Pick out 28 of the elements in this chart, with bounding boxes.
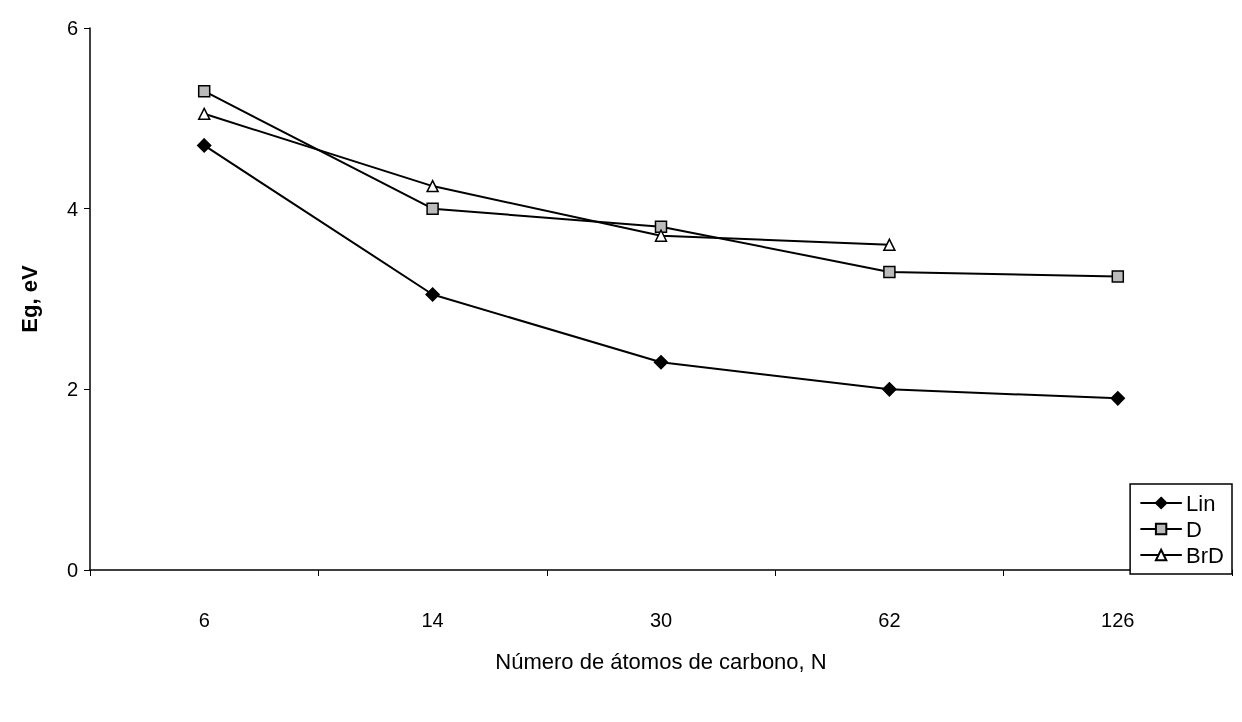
legend-label: D (1186, 516, 1202, 542)
x-tick-label: 6 (198, 609, 210, 631)
x-tick-label: 30 (649, 609, 673, 631)
point (197, 84, 211, 98)
point (426, 202, 439, 215)
y-tick-label: 4 (66, 197, 78, 220)
point (883, 265, 896, 279)
point (882, 382, 897, 397)
y-tick-label: 0 (66, 559, 78, 581)
x-tick-label: 14 (421, 609, 444, 631)
x-axis-title: Número de átomos de carbono, N (495, 648, 827, 674)
y-tick-label: 6 (66, 17, 78, 39)
legend-label: BrD (1186, 542, 1224, 568)
point (654, 229, 668, 243)
point (883, 238, 896, 252)
point (1110, 391, 1126, 406)
y-axis-title: Eg, eV (16, 265, 42, 333)
point (425, 287, 440, 302)
point (653, 354, 669, 370)
x-tick-label: 126 (1101, 609, 1135, 631)
point (1111, 270, 1125, 283)
legend-label: Lin (1186, 490, 1216, 516)
y-tick-label: 2 (66, 378, 78, 401)
point (197, 107, 211, 121)
point (654, 220, 668, 233)
point (426, 179, 439, 193)
x-tick-label: 62 (878, 609, 901, 631)
point (196, 138, 212, 153)
